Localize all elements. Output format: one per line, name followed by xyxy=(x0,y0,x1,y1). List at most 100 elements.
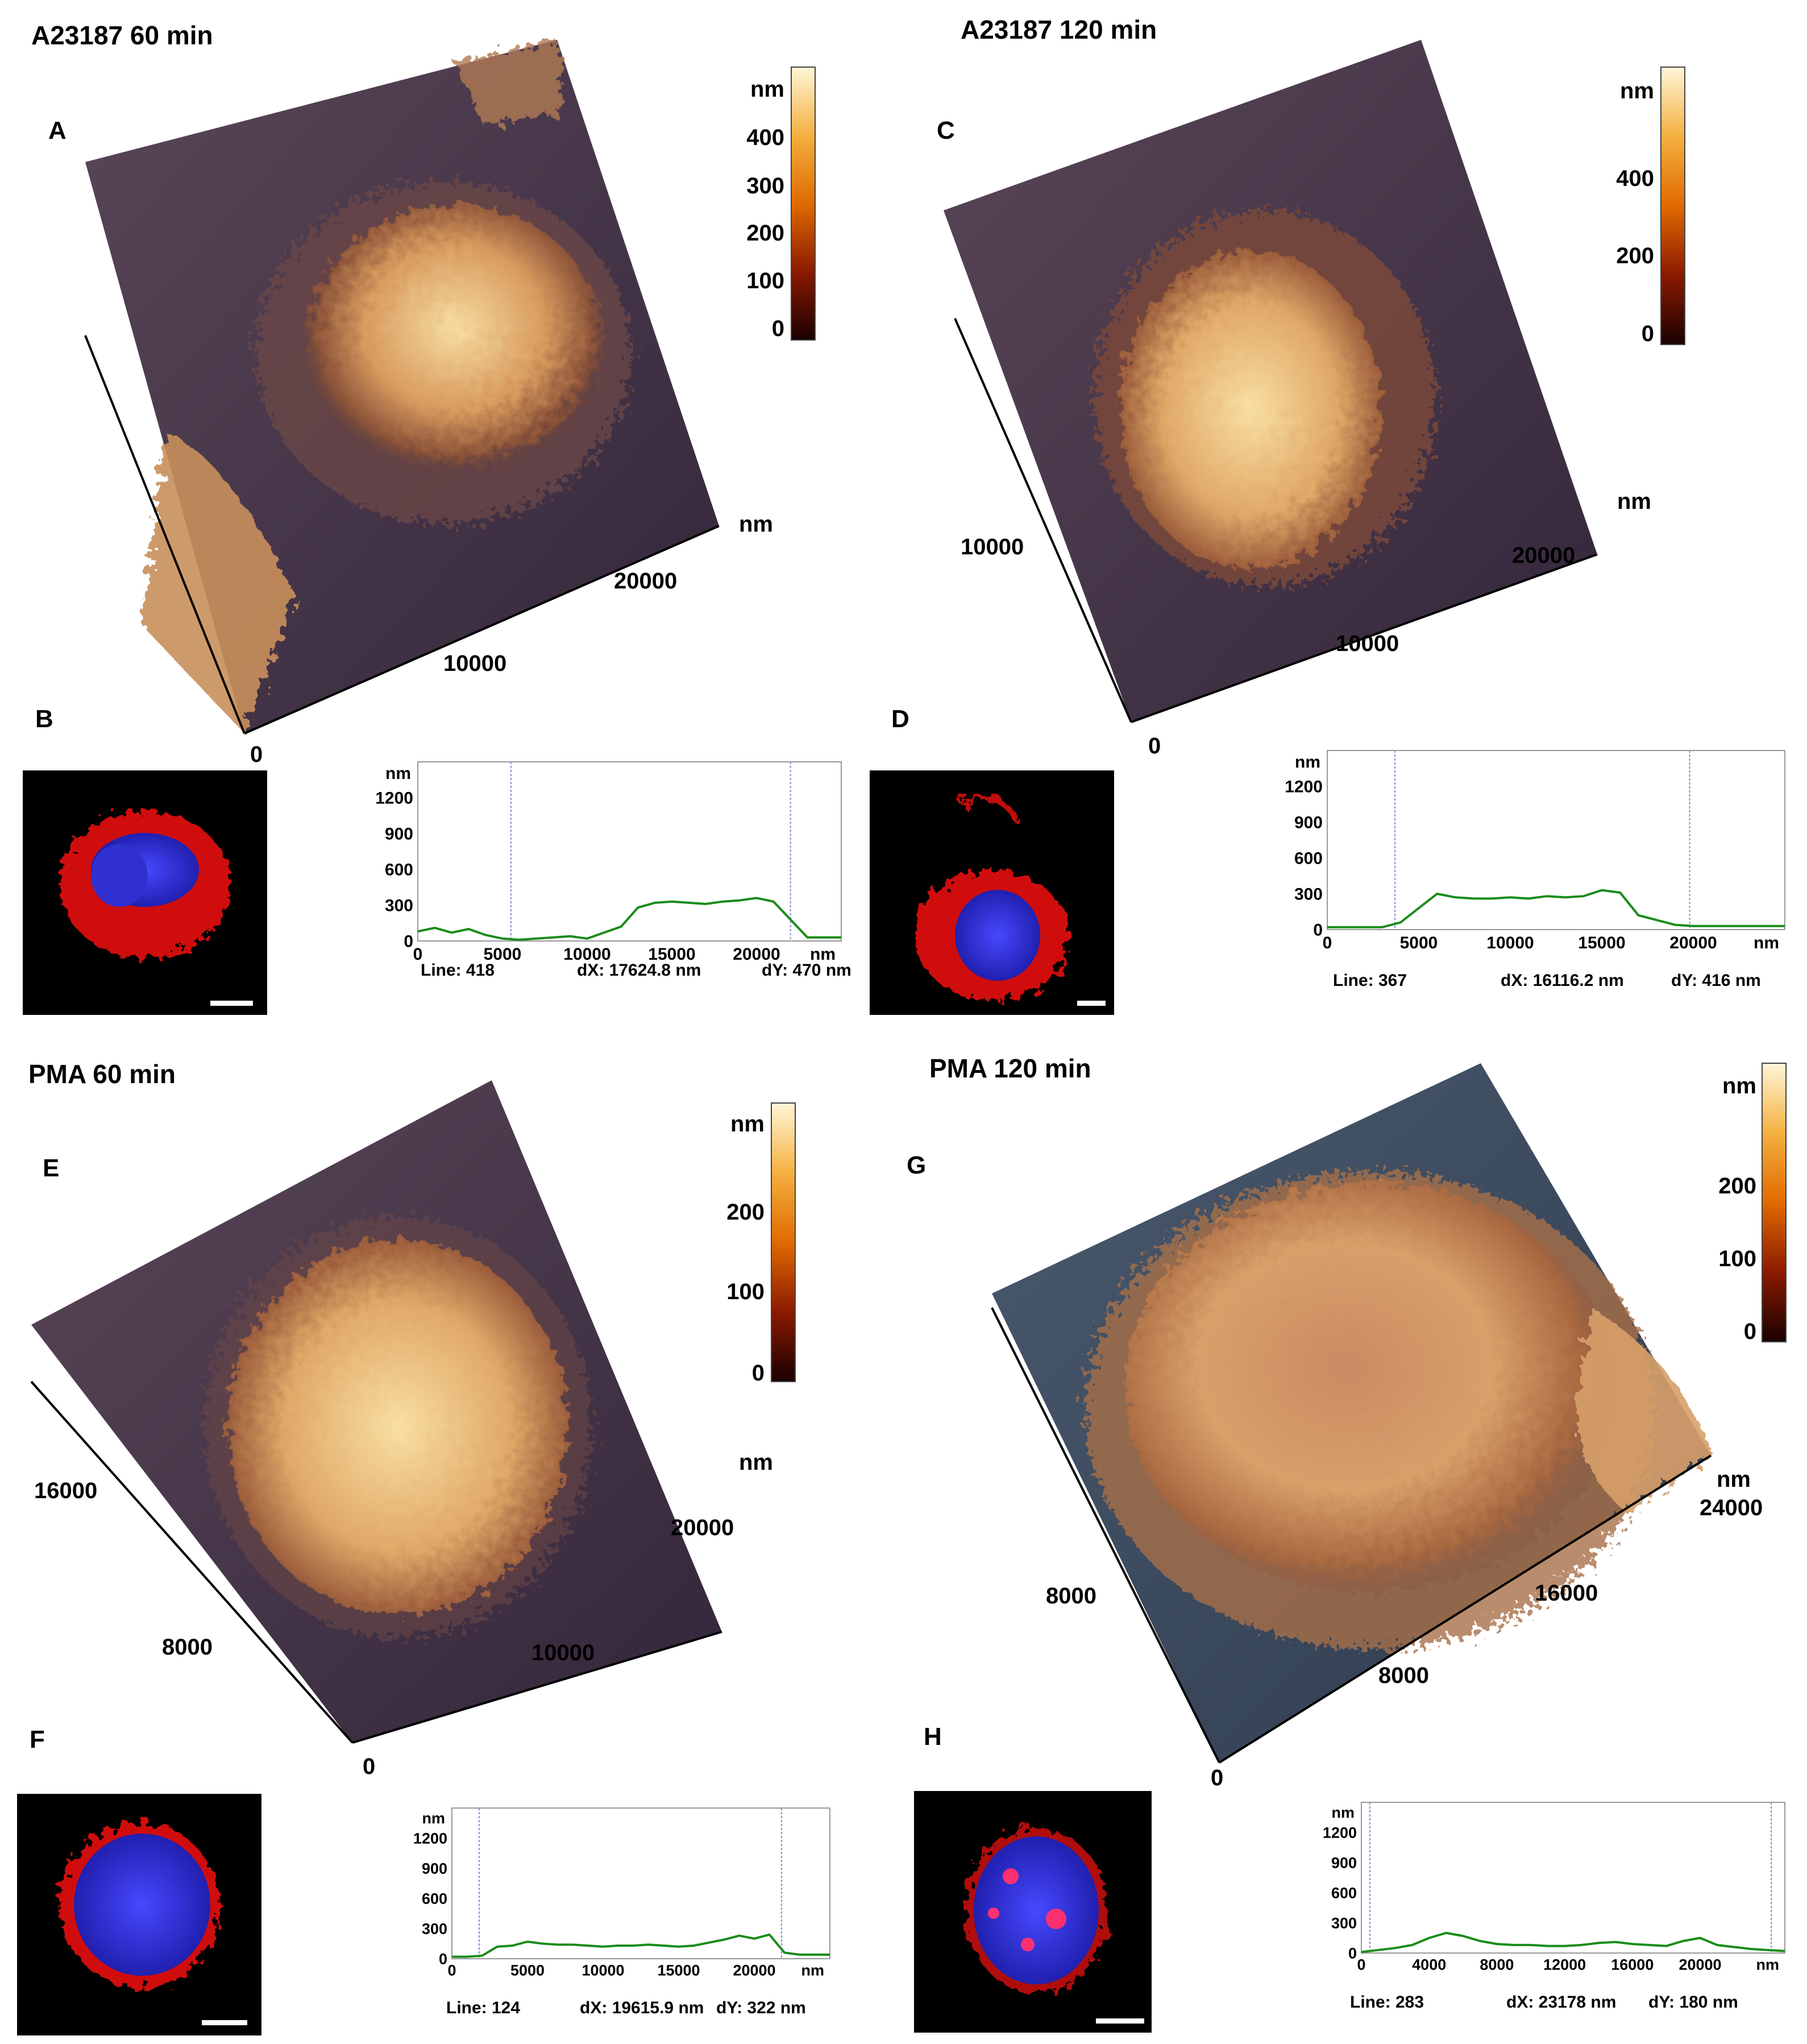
profile-dx-label: dX: 23178 nm xyxy=(1506,1993,1617,2012)
height-profile-line xyxy=(1327,889,1785,928)
y-tick-label: 900 xyxy=(422,1860,447,1877)
panel-letter-g: G xyxy=(907,1151,927,1179)
fluorescence-image-d xyxy=(870,770,1114,1015)
profile-plot-h: nm 1200 900 600 300 00 4000 8000 12000 16000 20000… xyxy=(1323,1802,1785,1973)
x-unit-label: nm xyxy=(801,1962,825,1979)
profile-chart-h: nm 1200 900 600 300 0 0 4000 8000 12000 16000 20000… xyxy=(1307,1791,1796,2018)
colorbar-c-tick: 0 xyxy=(1641,321,1654,346)
x-tick-label: 8000 xyxy=(1480,1956,1514,1973)
colorbar-a-tick: 100 xyxy=(746,268,784,293)
x-tick-label: 10000 xyxy=(563,945,610,964)
profile-dy-label: dY: 322 nm xyxy=(716,1999,806,2017)
y-tick-label: 1200 xyxy=(1285,778,1323,797)
x-tick-label: 20000 xyxy=(1679,1956,1721,1973)
axis-e-tick: 16000 xyxy=(34,1478,98,1503)
profile-dx-label: dX: 16116.2 nm xyxy=(1501,971,1624,990)
afm-surface-g xyxy=(991,1063,1712,1764)
plot-frame xyxy=(1361,1802,1785,1954)
panel-letter-e: E xyxy=(43,1154,60,1182)
colorbar-e-tick: 200 xyxy=(726,1200,765,1225)
colorbar-c-tick: 400 xyxy=(1616,166,1654,191)
axis-c-tick: 10000 xyxy=(1336,631,1399,656)
x-unit-label: nm xyxy=(1754,934,1779,952)
x-tick-label: 5000 xyxy=(1400,934,1438,952)
axis-e-origin: 0 xyxy=(363,1754,376,1779)
scalebar xyxy=(210,1001,253,1006)
colorbar-e-unit: nm xyxy=(730,1112,765,1137)
colorbar-g-tick: 0 xyxy=(1743,1319,1756,1344)
y-tick-label: 0 xyxy=(1313,921,1323,940)
axis-c-tick: 10000 xyxy=(961,534,1024,559)
colorbar-a-tick: 200 xyxy=(746,221,784,246)
axis-g-tick: 8000 xyxy=(1378,1663,1429,1688)
y-tick-label: 1200 xyxy=(1323,1824,1357,1841)
axis-e-unit: nm xyxy=(739,1450,773,1475)
x-tick-label: 10000 xyxy=(581,1962,624,1979)
colorbar-e-tick: 0 xyxy=(751,1361,765,1386)
y-unit-label: nm xyxy=(1295,753,1320,772)
colorbar-g xyxy=(1762,1063,1787,1342)
fluorescence-image-h xyxy=(914,1791,1152,2033)
x-tick-label: 4000 xyxy=(1412,1956,1446,1973)
colorbar-g-unit: nm xyxy=(1722,1073,1756,1098)
colorbar-a xyxy=(791,67,816,341)
y-tick-label: 600 xyxy=(385,861,413,880)
profile-line-label: Line: 124 xyxy=(446,1999,521,2017)
x-tick-label: 0 xyxy=(1357,1956,1365,1973)
x-tick-label: 10000 xyxy=(1486,934,1534,952)
y-tick-label: 1200 xyxy=(413,1830,447,1847)
axis-e-tick: 10000 xyxy=(531,1640,595,1665)
x-tick-label: 5000 xyxy=(510,1962,545,1979)
axis-c-unit: nm xyxy=(1617,489,1651,514)
profile-chart-d: nm 1200 900 600 300 0 0 5000 10000 15000 20000 nm L… xyxy=(1273,739,1796,1001)
y-tick-label: 900 xyxy=(1331,1854,1357,1871)
axis-a-origin: 0 xyxy=(250,742,263,767)
plot-frame xyxy=(451,1807,830,1959)
plot-frame xyxy=(417,761,842,942)
colorbar-c-tick: 200 xyxy=(1616,243,1654,268)
height-profile-line xyxy=(452,1933,830,1958)
height-profile-line xyxy=(1361,1931,1785,1954)
axis-a-tick: 10000 xyxy=(443,651,507,676)
afm-surface-a xyxy=(84,40,720,735)
y-unit-label: nm xyxy=(1332,1804,1355,1821)
x-tick-label: 0 xyxy=(447,1962,456,1979)
y-tick-label: 900 xyxy=(1294,814,1323,832)
heading-a23187-60: A23187 60 min xyxy=(31,20,213,50)
profile-dy-label: dY: 470 nm xyxy=(762,961,851,980)
profile-dx-label: dX: 17624.8 nm xyxy=(577,961,701,980)
x-tick-label: 12000 xyxy=(1543,1956,1586,1973)
heading-pma-60: PMA 60 min xyxy=(28,1059,176,1089)
colorbar-g-tick: 100 xyxy=(1718,1246,1756,1271)
axis-a-unit: nm xyxy=(739,512,773,537)
x-tick-label: 0 xyxy=(413,945,423,964)
axis-g-tick: 24000 xyxy=(1700,1495,1763,1520)
y-tick-label: 900 xyxy=(385,825,413,844)
afm-surface-c xyxy=(944,40,1598,723)
axis-c-tick: 20000 xyxy=(1512,543,1576,568)
colorbar-a-tick: 0 xyxy=(771,316,784,341)
colorbar-c-unit: nm xyxy=(1620,78,1654,103)
axis-g-unit: nm xyxy=(1717,1467,1751,1492)
profile-dy-label: dY: 180 nm xyxy=(1648,1993,1738,2012)
x-tick-label: 15000 xyxy=(657,1962,700,1979)
axis-g-tick: 16000 xyxy=(1535,1581,1598,1606)
panel-letter-d: D xyxy=(891,705,909,733)
heading-a23187-120: A23187 120 min xyxy=(961,15,1157,44)
x-tick-label: 0 xyxy=(1323,934,1332,952)
height-profile-line xyxy=(417,897,841,941)
axis-e-tick: 8000 xyxy=(162,1635,213,1660)
panel-letter-a: A xyxy=(48,117,67,144)
profile-dy-label: dY: 416 nm xyxy=(1671,971,1761,990)
y-unit-label: nm xyxy=(385,764,411,783)
profile-dx-label: dX: 19615.9 nm xyxy=(580,1999,704,2017)
fluorescence-image-b xyxy=(23,770,267,1015)
panel-letter-f: F xyxy=(30,1726,45,1753)
fluorescence-image-f xyxy=(17,1794,261,2035)
axis-g-tick: 8000 xyxy=(1046,1583,1096,1608)
profile-chart-b: nm 1200 900 600 300 0 0 5000 10000 15000 20000 nm L… xyxy=(364,751,853,989)
y-tick-label: 300 xyxy=(1294,885,1323,904)
y-tick-label: 300 xyxy=(422,1920,447,1937)
y-tick-label: 600 xyxy=(1294,849,1323,868)
